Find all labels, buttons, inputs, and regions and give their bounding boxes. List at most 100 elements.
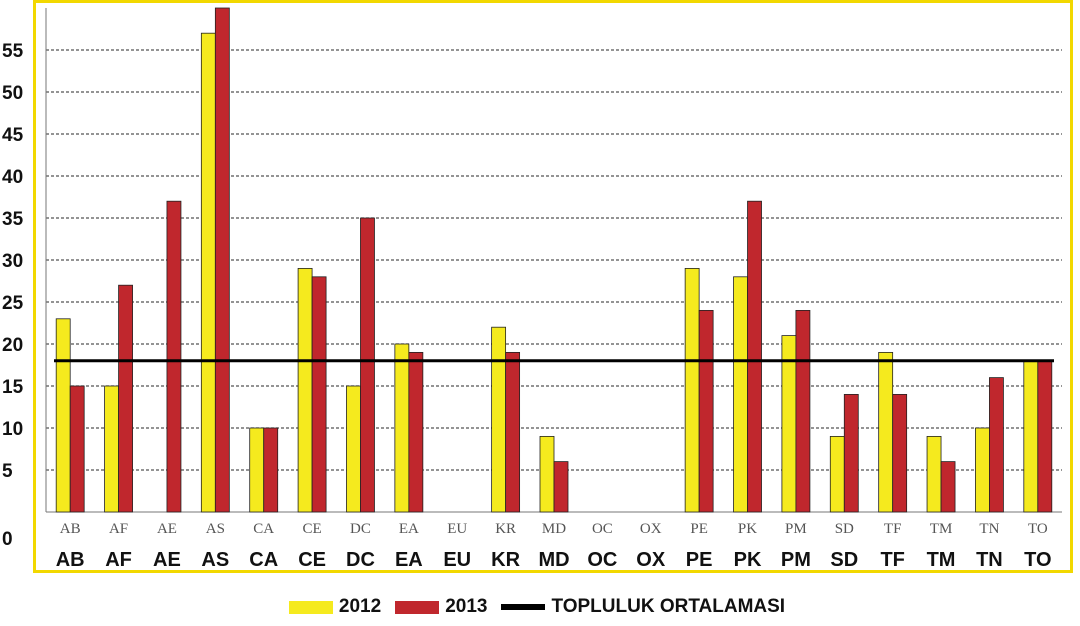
bar-2013-TM — [940, 461, 956, 513]
bar-2012-TO — [1023, 360, 1039, 513]
x-tick-label: AE — [153, 549, 181, 571]
x-tick-label: TM — [927, 549, 956, 571]
bar-2013-KR — [505, 351, 521, 513]
x-tick-label-serif: TN — [979, 521, 999, 537]
legend-swatch-2013 — [395, 600, 440, 614]
y-tick-label: 35 — [2, 209, 24, 230]
bar-2013-PM — [795, 309, 811, 513]
x-tick-label-serif: DC — [350, 521, 371, 537]
bar-2013-SD — [843, 393, 859, 513]
x-tick-label-serif: AE — [157, 521, 177, 537]
x-tick-label: KR — [491, 549, 520, 571]
chart-frame — [33, 0, 1073, 573]
x-tick-label: PM — [781, 549, 811, 571]
x-tick-label: MD — [538, 549, 569, 571]
y-tick-label: 30 — [2, 251, 23, 272]
x-tick-label: OC — [587, 549, 617, 571]
x-tick-label: EA — [395, 549, 423, 571]
y-tick-label: 55 — [2, 41, 24, 62]
x-tick-label: OX — [636, 549, 666, 571]
bar-2012-EA — [394, 343, 410, 513]
x-tick-label: EU — [443, 549, 471, 571]
bar-2012-AS — [200, 32, 216, 513]
x-tick-label-serif: EA — [399, 521, 419, 537]
bar-2013-TO — [1037, 360, 1053, 513]
bar-2013-PE — [698, 309, 714, 513]
x-tick-label-serif: CA — [253, 521, 274, 537]
x-tick-label-serif: TO — [1028, 521, 1048, 537]
x-tick-label-serif: OX — [640, 521, 662, 537]
bar-2013-CA — [263, 427, 279, 513]
bar-2013-TN — [989, 377, 1004, 513]
bar-2012-MD — [539, 435, 555, 513]
x-tick-label-serif: PK — [738, 521, 757, 537]
legend-line-average — [501, 604, 546, 610]
bar-2013-AB — [69, 385, 85, 513]
legend-label-2012: 2012 — [338, 596, 382, 617]
x-tick-label-serif: KR — [495, 521, 516, 537]
bar-2013-TF — [892, 393, 908, 513]
y-tick-label: 45 — [2, 125, 24, 146]
bar-2013-MD — [553, 461, 569, 513]
x-tick-label-serif: AF — [109, 521, 128, 537]
bar-2012-PK — [733, 276, 748, 513]
bar-2012-TM — [926, 435, 942, 513]
x-tick-label-serif: TF — [884, 521, 902, 537]
x-tick-label: TO — [1024, 549, 1051, 571]
x-tick-label-serif: EU — [447, 521, 467, 537]
y-tick-label: 20 — [2, 335, 23, 356]
x-tick-label: SD — [830, 549, 858, 571]
x-tick-label: TN — [976, 549, 1003, 571]
y-tick-label: 0 — [2, 529, 13, 550]
x-tick-label-serif: CE — [303, 521, 322, 537]
bar-2012-CE — [297, 267, 313, 513]
x-tick-label-serif: OC — [592, 521, 613, 537]
x-tick-label-serif: PE — [690, 521, 708, 537]
x-tick-label-serif: TM — [930, 521, 953, 537]
bar-2012-AB — [55, 318, 71, 513]
y-tick-label: 15 — [2, 377, 24, 398]
bar-2013-PK — [747, 200, 762, 513]
legend-item-average: TOPLULUK ORTALAMASI — [501, 596, 785, 618]
bar-2013-AF — [118, 284, 133, 513]
legend: 2012 2013 TOPLULUK ORTALAMASI — [0, 596, 1080, 618]
x-tick-label-serif: SD — [835, 521, 854, 537]
legend-label-2013: 2013 — [445, 596, 488, 617]
x-tick-label: PE — [686, 549, 713, 571]
x-tick-label: AB — [56, 549, 85, 571]
bar-2012-KR — [491, 326, 507, 513]
legend-item-2012: 2012 — [288, 596, 382, 618]
bar-2012-AF — [104, 385, 119, 513]
y-tick-label: 5 — [2, 461, 13, 482]
legend-item-2013: 2013 — [395, 596, 487, 618]
x-tick-label: CE — [298, 549, 326, 571]
bar-2012-SD — [829, 435, 845, 513]
legend-swatch-2012 — [288, 600, 333, 614]
x-tick-label-serif: PM — [785, 521, 807, 537]
y-tick-label: 10 — [2, 419, 23, 440]
x-tick-label: AS — [201, 549, 229, 571]
bar-chart: 0 5 10 15 20 25 30 35 40 45 50 55 AB AB AF AF AE AE AS AS CA… — [2, 7, 1062, 571]
x-tick-label-serif: MD — [542, 521, 566, 537]
bar-2013-EA — [408, 351, 424, 513]
x-tick-label: TF — [880, 549, 904, 571]
bar-2013-AE — [166, 200, 182, 513]
y-tick-label: 40 — [2, 167, 23, 188]
x-tick-label-serif: AB — [60, 521, 81, 537]
x-tick-label: DC — [346, 549, 375, 571]
y-tick-label: 50 — [2, 83, 23, 104]
bar-2012-TF — [878, 351, 894, 513]
bar-2012-CA — [249, 427, 265, 513]
legend-label-average: TOPLULUK ORTALAMASI — [551, 596, 786, 617]
bar-2012-PE — [684, 267, 700, 513]
bar-2012-DC — [346, 385, 361, 513]
x-tick-label: CA — [249, 549, 278, 571]
bar-2012-TN — [975, 427, 990, 513]
y-tick-label: 25 — [2, 293, 24, 314]
bar-2013-AS — [214, 7, 230, 513]
x-tick-label-serif: AS — [206, 521, 225, 537]
bar-2013-DC — [360, 217, 375, 513]
bar-2013-CE — [311, 276, 327, 513]
x-tick-label: AF — [105, 549, 132, 571]
x-tick-label: PK — [734, 549, 762, 571]
